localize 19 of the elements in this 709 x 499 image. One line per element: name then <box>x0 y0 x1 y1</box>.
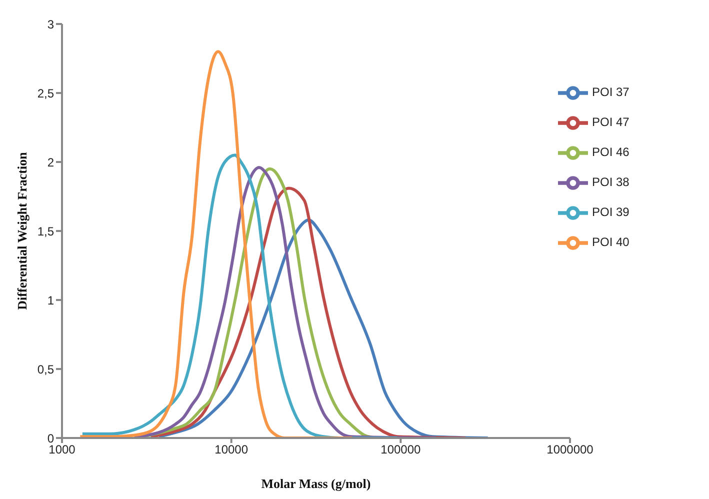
y-tick-label: 3 <box>47 17 54 32</box>
legend-label: POI 47 <box>592 115 630 130</box>
y-tick-label: 1 <box>47 293 54 308</box>
legend-label: POI 46 <box>592 145 630 160</box>
y-axis-title: Differential Weight Fraction <box>14 151 30 310</box>
x-tick-label: 1000 <box>48 442 76 457</box>
y-tick-label: 0 <box>47 431 54 446</box>
y-tick-label: 2 <box>47 155 54 170</box>
legend-label: POI 39 <box>592 205 630 220</box>
x-axis-title: Molar Mass (g/mol) <box>261 476 371 491</box>
y-tick-label: 0,5 <box>37 362 54 376</box>
legend-label: POI 37 <box>592 85 630 100</box>
x-tick-label: 10000 <box>214 442 248 457</box>
x-tick-label: 1000000 <box>546 442 594 457</box>
legend-label: POI 38 <box>592 175 630 190</box>
y-tick-label: 1,5 <box>37 224 54 238</box>
y-tick-label: 2,5 <box>37 86 54 100</box>
x-tick-label: 100000 <box>380 442 422 457</box>
legend-label: POI 40 <box>592 235 630 250</box>
